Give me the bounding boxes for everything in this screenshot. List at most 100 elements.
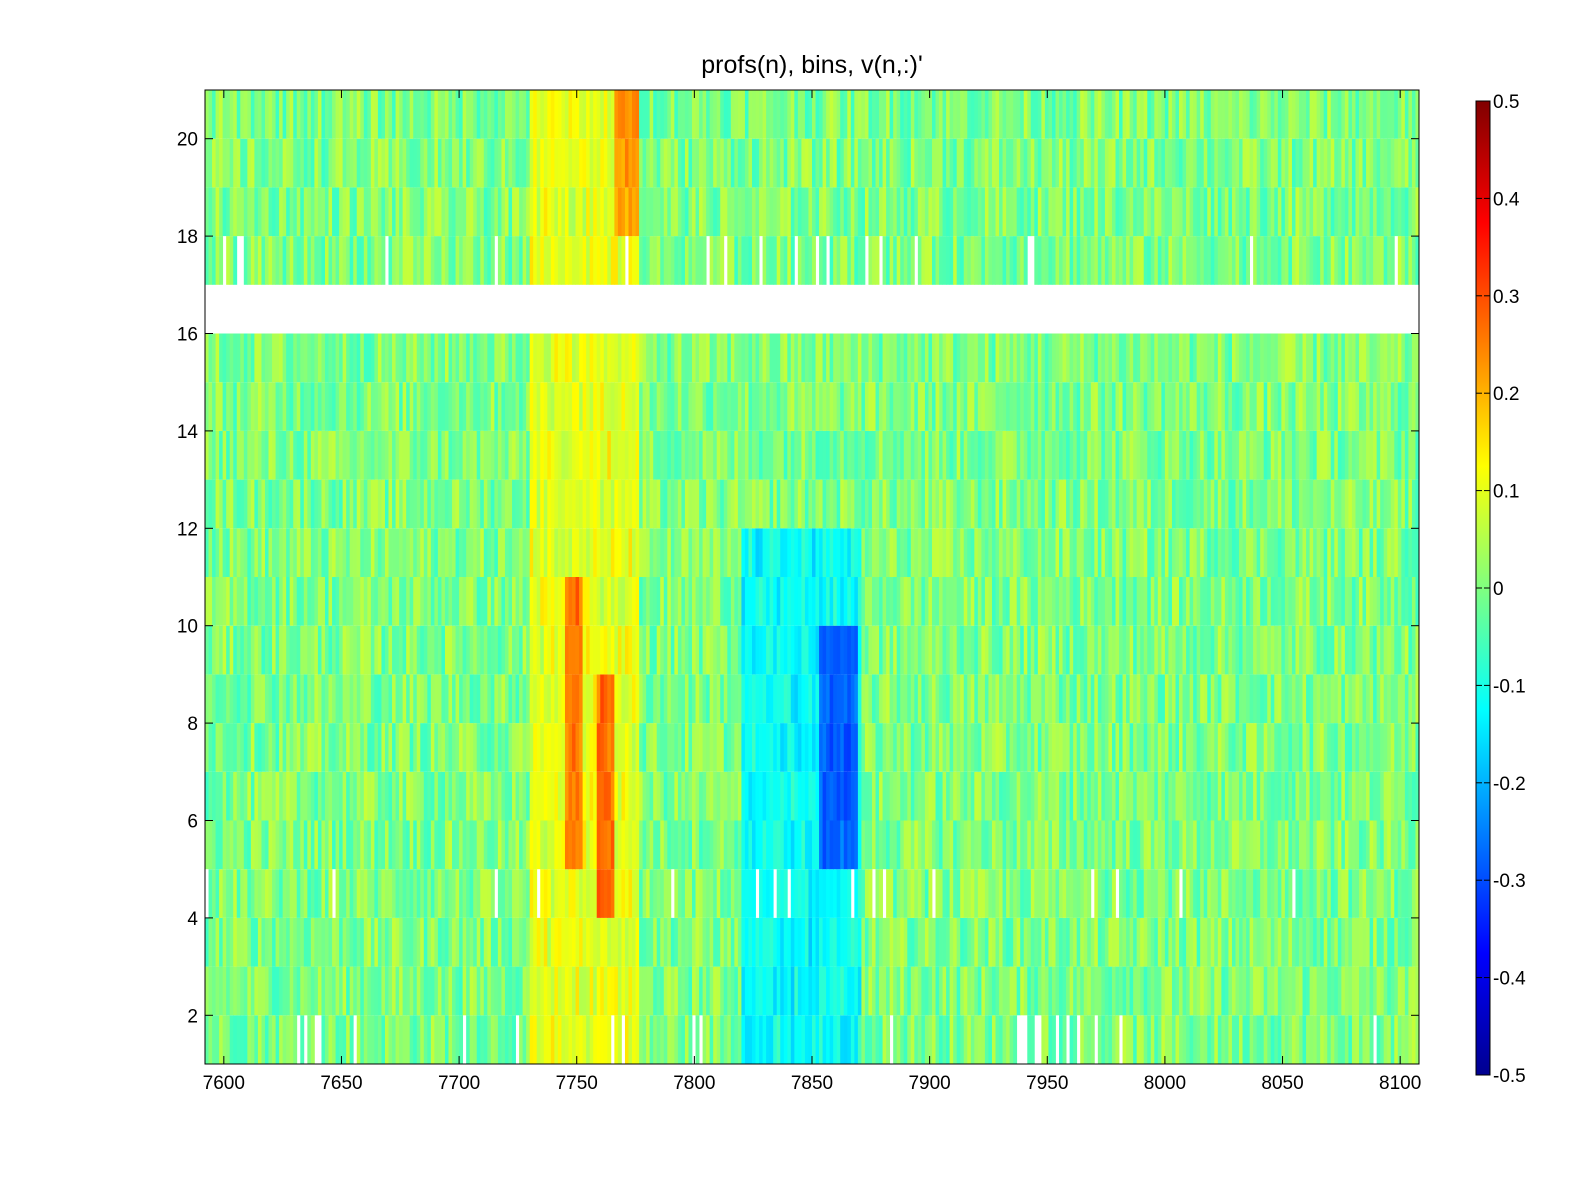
heatmap-cell bbox=[1076, 430, 1081, 480]
heatmap-cell bbox=[1288, 625, 1293, 675]
heatmap-cell bbox=[840, 479, 845, 529]
heatmap-cell bbox=[1090, 966, 1095, 1016]
heatmap-cell bbox=[1104, 528, 1109, 577]
heatmap-cell bbox=[917, 577, 922, 626]
heatmap-cell bbox=[889, 917, 894, 967]
heatmap-cell bbox=[603, 577, 608, 626]
heatmap-cell bbox=[766, 674, 771, 724]
heatmap-cell bbox=[695, 528, 700, 577]
heatmap-cell bbox=[953, 820, 958, 870]
heatmap-cell bbox=[1150, 966, 1155, 1016]
heatmap-cell bbox=[1200, 723, 1205, 772]
heatmap-cell bbox=[780, 820, 785, 870]
heatmap-cell bbox=[1090, 1015, 1095, 1064]
heatmap-cell bbox=[695, 577, 700, 626]
heatmap-cell bbox=[1362, 869, 1367, 918]
heatmap-cell bbox=[610, 771, 615, 821]
heatmap-cell bbox=[921, 723, 926, 772]
heatmap-cell bbox=[533, 820, 538, 870]
heatmap-cell bbox=[801, 528, 806, 577]
heatmap-cell bbox=[374, 966, 379, 1016]
heatmap-cell bbox=[1387, 430, 1392, 480]
heatmap-cell bbox=[1164, 674, 1169, 724]
heatmap-cell bbox=[1140, 869, 1145, 918]
heatmap-cell bbox=[1411, 674, 1416, 724]
heatmap-cell bbox=[264, 577, 269, 626]
heatmap-cell bbox=[790, 869, 795, 918]
heatmap-cell bbox=[946, 917, 951, 967]
heatmap-cell bbox=[1171, 1015, 1176, 1064]
heatmap-cell bbox=[236, 674, 241, 724]
heatmap-cell bbox=[752, 917, 756, 967]
heatmap-cell bbox=[924, 430, 929, 480]
heatmap-cell bbox=[632, 820, 636, 870]
heatmap-cell bbox=[1253, 674, 1258, 724]
heatmap-cell bbox=[233, 382, 238, 431]
heatmap-cell bbox=[893, 917, 898, 967]
heatmap-cell bbox=[550, 723, 555, 772]
heatmap-cell bbox=[384, 966, 389, 1016]
heatmap-cell bbox=[1242, 479, 1247, 529]
heatmap-cell bbox=[1235, 820, 1240, 870]
heatmap-cell bbox=[236, 723, 241, 772]
heatmap-cell bbox=[632, 479, 636, 529]
heatmap-cell bbox=[459, 382, 464, 431]
heatmap-cell bbox=[1277, 869, 1282, 918]
heatmap-cell bbox=[1284, 577, 1289, 626]
heatmap-cell bbox=[543, 528, 548, 577]
heatmap-cell bbox=[1171, 674, 1176, 724]
heatmap-cell bbox=[1401, 577, 1406, 626]
heatmap-cell bbox=[1242, 674, 1247, 724]
heatmap-cell bbox=[1313, 674, 1318, 724]
heatmap-cell bbox=[600, 479, 605, 529]
heatmap-cell bbox=[706, 917, 711, 967]
heatmap-cell bbox=[783, 382, 788, 431]
heatmap-cell bbox=[617, 430, 622, 480]
heatmap-cell bbox=[984, 528, 989, 577]
heatmap-cell bbox=[1383, 625, 1388, 675]
heatmap-cell bbox=[229, 1015, 234, 1064]
heatmap-cell bbox=[512, 479, 516, 529]
heatmap-cell bbox=[744, 625, 749, 675]
heatmap-cell bbox=[381, 577, 386, 626]
heatmap-cell bbox=[529, 382, 534, 431]
heatmap-cell bbox=[303, 723, 308, 772]
heatmap-cell bbox=[1309, 528, 1314, 577]
heatmap-cell bbox=[1168, 479, 1173, 529]
heatmap-cell bbox=[614, 869, 619, 918]
heatmap-cell bbox=[720, 869, 725, 918]
heatmap-cell bbox=[1094, 430, 1099, 480]
heatmap-cell bbox=[272, 869, 276, 918]
heatmap-cell bbox=[1246, 674, 1251, 724]
heatmap-cell bbox=[1239, 917, 1243, 967]
heatmap-cell bbox=[610, 917, 615, 967]
heatmap-cell bbox=[981, 382, 986, 431]
heatmap-cell bbox=[363, 771, 368, 821]
heatmap-cell bbox=[684, 479, 689, 529]
heatmap-cell bbox=[730, 820, 735, 870]
heatmap-cell bbox=[1048, 966, 1053, 1016]
heatmap-cell bbox=[1020, 625, 1025, 675]
heatmap-cell bbox=[504, 577, 509, 626]
heatmap-cell bbox=[321, 625, 326, 675]
heatmap-cell bbox=[903, 820, 908, 870]
heatmap-cell bbox=[384, 917, 389, 967]
heatmap-cell bbox=[956, 674, 961, 724]
heatmap-cell bbox=[752, 869, 756, 918]
heatmap-cell bbox=[406, 674, 411, 724]
heatmap-cell bbox=[1277, 820, 1282, 870]
heatmap-cell bbox=[586, 382, 591, 431]
heatmap-cell bbox=[907, 528, 912, 577]
heatmap-cell bbox=[1030, 820, 1035, 870]
heatmap-cell bbox=[981, 528, 986, 577]
heatmap-cell bbox=[409, 723, 414, 772]
heatmap-cell bbox=[550, 869, 555, 918]
heatmap-cell bbox=[713, 869, 718, 918]
heatmap-cell bbox=[882, 771, 887, 821]
heatmap-cell bbox=[1129, 430, 1134, 480]
heatmap-cell bbox=[660, 1015, 665, 1064]
heatmap-cell bbox=[388, 528, 393, 577]
heatmap-cell bbox=[423, 1015, 428, 1064]
heatmap-cell bbox=[423, 625, 428, 675]
heatmap-cell bbox=[1147, 430, 1152, 480]
